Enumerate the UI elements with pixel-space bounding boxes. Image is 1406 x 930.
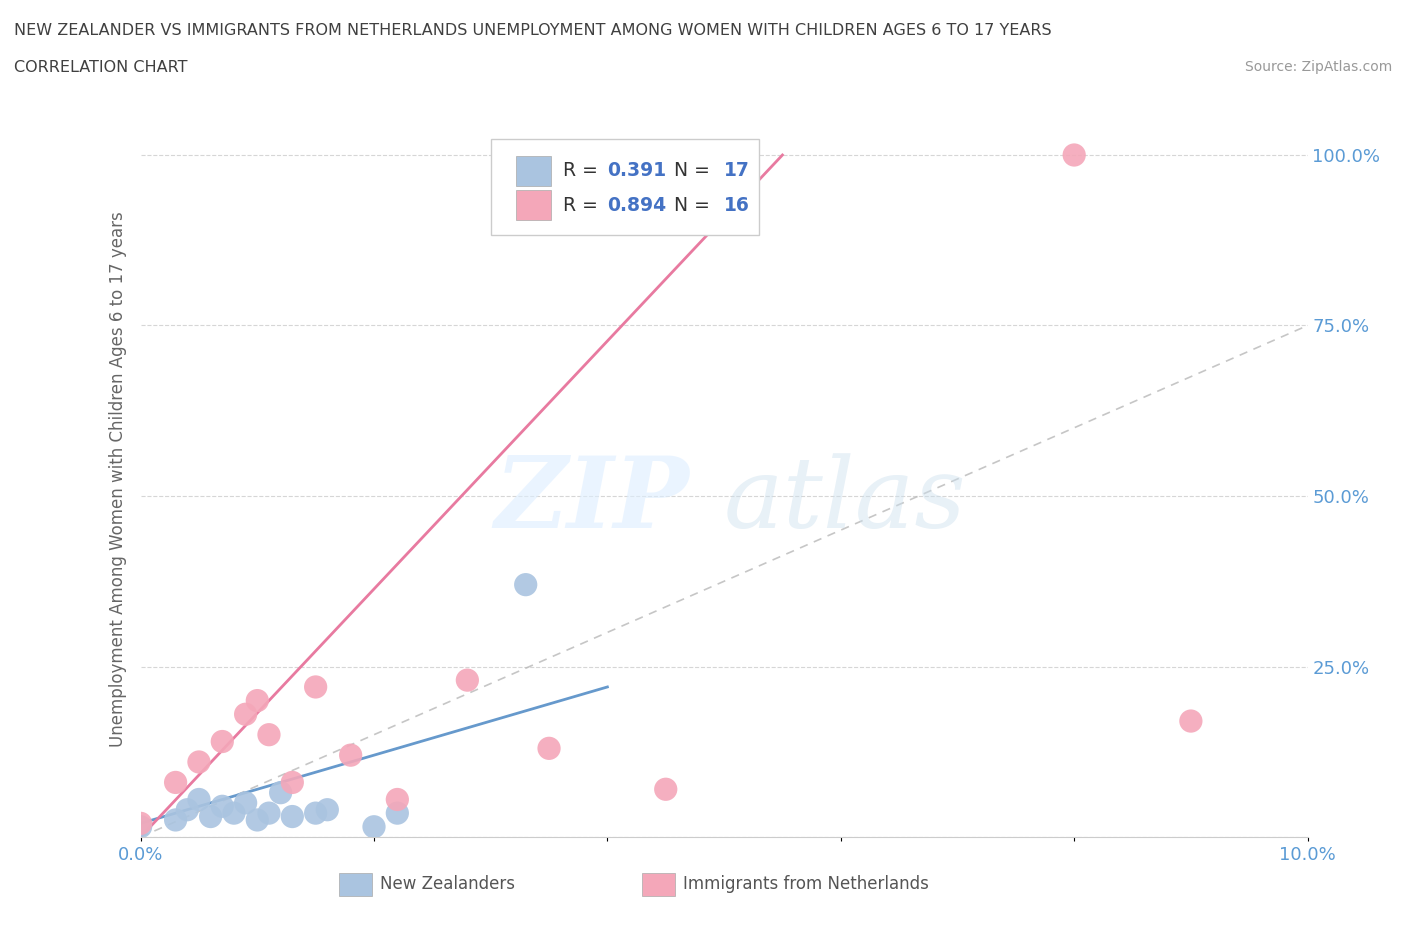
Text: atlas: atlas bbox=[724, 453, 967, 548]
Point bbox=[129, 816, 152, 830]
Point bbox=[387, 805, 409, 820]
Point bbox=[655, 782, 678, 797]
Point bbox=[305, 805, 328, 820]
Point bbox=[188, 754, 211, 769]
Point bbox=[456, 672, 478, 687]
Text: R =: R = bbox=[562, 195, 605, 215]
Text: CORRELATION CHART: CORRELATION CHART bbox=[14, 60, 187, 75]
FancyBboxPatch shape bbox=[491, 139, 759, 235]
Point bbox=[235, 795, 257, 810]
Point bbox=[246, 813, 269, 828]
Point bbox=[281, 809, 304, 824]
Text: Source: ZipAtlas.com: Source: ZipAtlas.com bbox=[1244, 60, 1392, 74]
Text: 17: 17 bbox=[724, 161, 749, 180]
Point bbox=[538, 741, 561, 756]
Point bbox=[211, 799, 233, 814]
Text: 16: 16 bbox=[724, 195, 749, 215]
Point bbox=[316, 803, 339, 817]
Point bbox=[176, 803, 198, 817]
Point bbox=[305, 680, 328, 695]
FancyBboxPatch shape bbox=[339, 872, 371, 897]
Y-axis label: Unemployment Among Women with Children Ages 6 to 17 years: Unemployment Among Women with Children A… bbox=[108, 211, 127, 747]
Text: NEW ZEALANDER VS IMMIGRANTS FROM NETHERLANDS UNEMPLOYMENT AMONG WOMEN WITH CHILD: NEW ZEALANDER VS IMMIGRANTS FROM NETHERL… bbox=[14, 23, 1052, 38]
Text: R =: R = bbox=[562, 161, 605, 180]
Point bbox=[129, 819, 152, 834]
Point bbox=[515, 578, 537, 592]
Point bbox=[387, 792, 409, 807]
Point bbox=[257, 805, 280, 820]
Point bbox=[200, 809, 222, 824]
Point bbox=[257, 727, 280, 742]
Text: N =: N = bbox=[662, 161, 716, 180]
Point bbox=[1063, 148, 1085, 163]
Text: 0.894: 0.894 bbox=[607, 195, 666, 215]
FancyBboxPatch shape bbox=[516, 191, 551, 220]
Point bbox=[339, 748, 361, 763]
Point bbox=[246, 693, 269, 708]
Point bbox=[165, 813, 187, 828]
Point bbox=[165, 775, 187, 790]
FancyBboxPatch shape bbox=[516, 155, 551, 186]
FancyBboxPatch shape bbox=[643, 872, 675, 897]
Point bbox=[188, 792, 211, 807]
Point bbox=[1180, 713, 1202, 728]
Point bbox=[211, 734, 233, 749]
Text: Immigrants from Netherlands: Immigrants from Netherlands bbox=[683, 874, 929, 893]
Point bbox=[363, 819, 385, 834]
Text: ZIP: ZIP bbox=[494, 452, 689, 549]
Text: N =: N = bbox=[662, 195, 716, 215]
Point bbox=[270, 785, 292, 800]
Text: New Zealanders: New Zealanders bbox=[380, 874, 515, 893]
Text: 0.391: 0.391 bbox=[607, 161, 666, 180]
Point bbox=[281, 775, 304, 790]
Point bbox=[222, 805, 245, 820]
Point bbox=[235, 707, 257, 722]
